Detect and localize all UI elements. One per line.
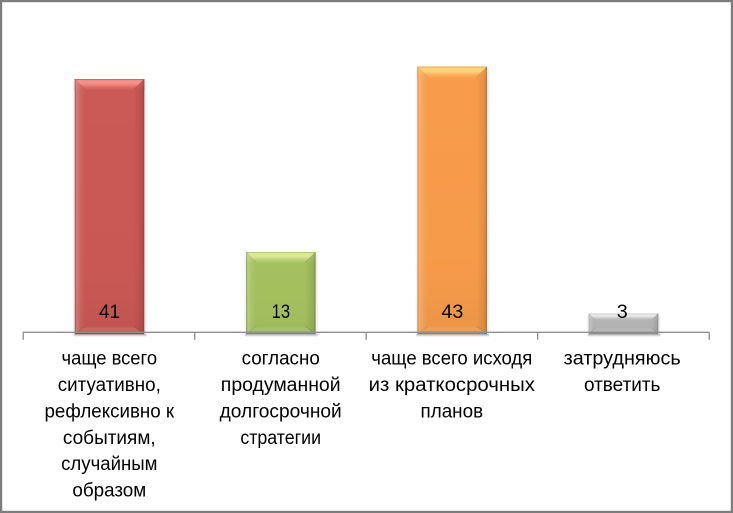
svg-text:планов: планов	[421, 401, 484, 422]
svg-text:стратегии: стратегии	[240, 428, 321, 449]
svg-text:ситуативно,: ситуативно,	[58, 375, 161, 396]
svg-text:13: 13	[272, 302, 291, 323]
svg-text:затрудняюсь: затрудняюсь	[564, 349, 681, 370]
svg-text:43: 43	[441, 302, 463, 323]
svg-text:чаще всего: чаще всего	[62, 349, 158, 370]
svg-text:событиям,: событиям,	[63, 428, 156, 449]
svg-text:чаще всего исходя: чаще всего исходя	[371, 349, 532, 370]
svg-text:продуманной: продуманной	[221, 375, 341, 396]
svg-text:из краткосрочных: из краткосрочных	[369, 375, 536, 396]
svg-text:согласно: согласно	[242, 349, 320, 370]
svg-text:рефлексивно к: рефлексивно к	[45, 401, 175, 422]
svg-text:образом: образом	[72, 481, 146, 502]
svg-text:ответить: ответить	[584, 375, 660, 396]
svg-text:случайным: случайным	[61, 454, 157, 475]
svg-text:3: 3	[617, 302, 628, 323]
svg-text:долгосрочной: долгосрочной	[220, 401, 342, 422]
svg-text:41: 41	[99, 302, 120, 323]
